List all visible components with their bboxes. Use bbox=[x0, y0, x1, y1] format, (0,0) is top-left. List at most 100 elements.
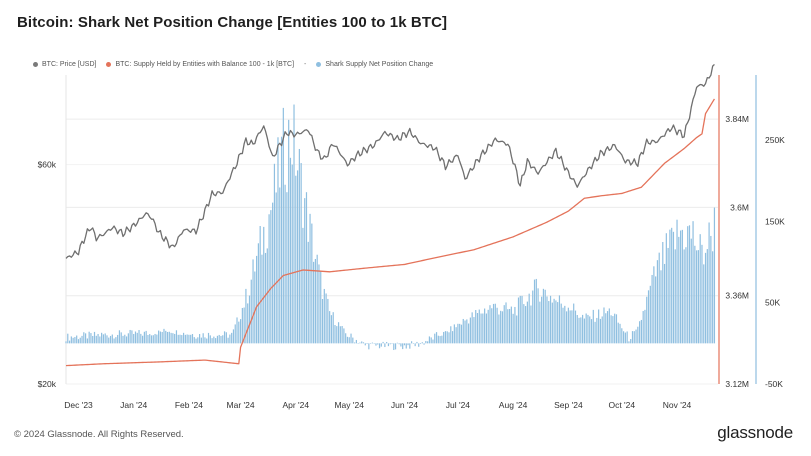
net-change-bar bbox=[571, 310, 573, 344]
net-change-bar bbox=[323, 288, 325, 344]
net-change-bar bbox=[81, 335, 83, 344]
legend-label-net-change: Shark Supply Net Position Change bbox=[325, 61, 434, 68]
legend-dot-price bbox=[33, 62, 38, 67]
net-change-bar bbox=[202, 333, 204, 344]
brand-logo: glassnode bbox=[717, 423, 793, 442]
net-change-bar bbox=[218, 334, 220, 344]
net-change-bar bbox=[222, 335, 224, 344]
net-change-bar bbox=[188, 334, 190, 344]
net-change-bar bbox=[177, 334, 179, 344]
net-change-bar bbox=[462, 318, 464, 344]
net-change-bar bbox=[619, 323, 621, 344]
net-change-bar bbox=[99, 336, 101, 344]
net-change-bar bbox=[355, 339, 357, 344]
net-change-bar bbox=[102, 334, 105, 344]
net-change-tick-label: -50K bbox=[765, 379, 783, 389]
net-change-bar bbox=[286, 192, 288, 344]
net-change-bar bbox=[473, 317, 475, 344]
legend-item-net-change[interactable]: Shark Supply Net Position Change bbox=[316, 61, 433, 68]
net-change-bar bbox=[106, 335, 108, 344]
net-change-bar bbox=[605, 313, 607, 344]
net-change-bar bbox=[216, 335, 219, 344]
net-change-bar bbox=[564, 305, 566, 344]
x-tick-label: Feb '24 bbox=[175, 400, 203, 410]
net-change-bar bbox=[302, 227, 304, 344]
net-change-bar bbox=[101, 332, 103, 344]
net-change-bar bbox=[446, 331, 448, 344]
x-tick-label: Oct '24 bbox=[608, 400, 635, 410]
grid-lines bbox=[66, 118, 718, 385]
net-change-bar bbox=[517, 297, 520, 344]
net-change-bar bbox=[555, 300, 557, 344]
net-change-bar bbox=[352, 337, 354, 344]
net-change-bar bbox=[348, 337, 350, 344]
net-change-bar bbox=[598, 309, 600, 344]
legend-separator: - bbox=[304, 61, 307, 68]
net-change-bar bbox=[630, 339, 632, 344]
net-change-bar bbox=[482, 313, 484, 344]
x-tick-label: Apr '24 bbox=[282, 400, 309, 410]
net-change-bar bbox=[548, 301, 550, 344]
net-change-bar bbox=[373, 343, 375, 344]
net-change-bar bbox=[678, 236, 680, 344]
net-change-bar bbox=[658, 252, 660, 344]
net-change-bar bbox=[585, 313, 587, 344]
net-change-bar bbox=[337, 322, 340, 344]
net-change-bar bbox=[384, 343, 386, 348]
net-change-bar bbox=[371, 342, 373, 344]
net-change-bar bbox=[118, 330, 121, 344]
net-change-bar bbox=[624, 332, 626, 344]
x-tick-label: May '24 bbox=[334, 400, 364, 410]
net-change-bar bbox=[279, 187, 281, 344]
net-change-bar bbox=[220, 335, 222, 344]
net-change-bar bbox=[692, 221, 694, 344]
net-change-bar bbox=[478, 309, 480, 344]
net-change-bar bbox=[412, 343, 414, 344]
net-change-bar bbox=[546, 296, 548, 344]
net-change-bar bbox=[227, 337, 229, 344]
net-change-bar bbox=[590, 319, 593, 344]
net-change-bar bbox=[386, 341, 388, 344]
net-change-bar bbox=[626, 331, 628, 344]
legend-item-supply[interactable]: BTC: Supply Held by Entities with Balanc… bbox=[106, 61, 294, 68]
net-change-bar bbox=[655, 276, 657, 344]
net-change-bar bbox=[252, 259, 254, 344]
net-change-bar bbox=[320, 271, 322, 344]
net-change-bar bbox=[676, 219, 678, 344]
net-change-bar bbox=[263, 226, 265, 344]
chart-legend: BTC: Price [USD] BTC: Supply Held by Ent… bbox=[33, 61, 443, 68]
net-change-bar bbox=[541, 296, 543, 344]
net-change-bar bbox=[174, 333, 176, 344]
net-change-bar bbox=[662, 242, 664, 344]
net-change-bar bbox=[364, 343, 366, 346]
net-change-bar bbox=[669, 229, 671, 344]
net-change-bar bbox=[551, 302, 553, 344]
net-change-bar bbox=[646, 296, 648, 344]
net-change-bar bbox=[345, 333, 347, 344]
net-change-bar bbox=[377, 343, 379, 345]
net-change-bar bbox=[635, 329, 637, 344]
net-change-bar bbox=[683, 249, 685, 344]
net-change-bar bbox=[339, 326, 341, 344]
net-change-bar bbox=[651, 274, 653, 344]
net-change-bar bbox=[639, 321, 641, 344]
net-change-bar bbox=[248, 295, 251, 344]
net-change-bar bbox=[74, 337, 76, 344]
y-axis-ticks: $20k $60k 3.12M 3.36M 3.6M 3.84M -50K 50K 150K 25… bbox=[38, 114, 786, 389]
x-tick-label: Aug '24 bbox=[499, 400, 528, 410]
net-change-bar bbox=[243, 307, 245, 344]
net-change-bar bbox=[314, 258, 316, 344]
legend-item-price[interactable]: BTC: Price [USD] bbox=[33, 61, 96, 68]
net-change-bar bbox=[238, 321, 240, 344]
net-change-bar bbox=[88, 331, 90, 344]
net-change-bar bbox=[608, 308, 610, 344]
net-change-bar bbox=[154, 333, 156, 344]
net-change-bar bbox=[391, 343, 393, 344]
net-change-bar bbox=[530, 305, 532, 344]
net-change-bar bbox=[428, 336, 431, 344]
net-change-bar bbox=[129, 329, 131, 344]
net-change-bar bbox=[257, 243, 259, 344]
net-change-bar bbox=[325, 293, 327, 344]
net-change-bar bbox=[612, 316, 614, 344]
